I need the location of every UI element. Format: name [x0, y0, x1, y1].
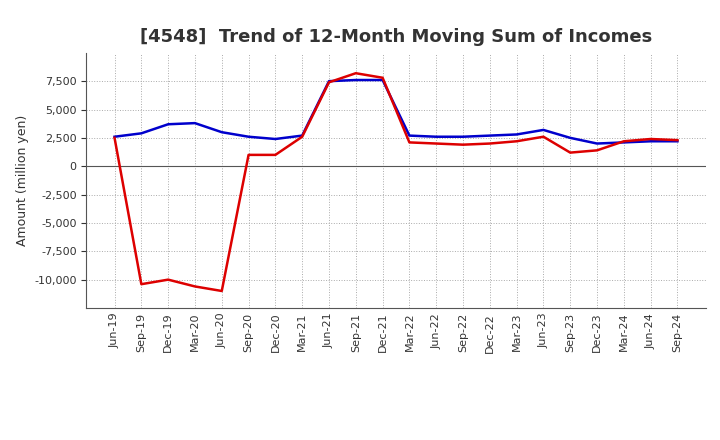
Ordinary Income [405, 133, 414, 138]
Net Income [164, 277, 173, 282]
Net Income [217, 288, 226, 293]
Net Income [673, 137, 682, 143]
Ordinary Income [325, 78, 333, 84]
Ordinary Income [110, 134, 119, 139]
Ordinary Income [217, 129, 226, 135]
Y-axis label: Amount (million yen): Amount (million yen) [16, 115, 29, 246]
Net Income [593, 148, 601, 153]
Net Income [271, 152, 279, 158]
Net Income [459, 142, 467, 147]
Ordinary Income [566, 135, 575, 140]
Net Income [378, 75, 387, 81]
Ordinary Income [191, 121, 199, 126]
Ordinary Income [378, 77, 387, 83]
Net Income [137, 282, 145, 287]
Net Income [191, 284, 199, 289]
Ordinary Income [351, 77, 360, 83]
Net Income [619, 139, 628, 144]
Net Income [539, 134, 548, 139]
Net Income [405, 140, 414, 145]
Net Income [485, 141, 494, 146]
Line: Net Income: Net Income [114, 73, 678, 291]
Ordinary Income [459, 134, 467, 139]
Ordinary Income [271, 136, 279, 142]
Net Income [110, 135, 119, 140]
Net Income [566, 150, 575, 155]
Net Income [432, 141, 441, 146]
Title: [4548]  Trend of 12-Month Moving Sum of Incomes: [4548] Trend of 12-Month Moving Sum of I… [140, 28, 652, 46]
Ordinary Income [164, 121, 173, 127]
Net Income [298, 134, 307, 139]
Net Income [351, 70, 360, 76]
Net Income [244, 152, 253, 158]
Ordinary Income [513, 132, 521, 137]
Line: Ordinary Income: Ordinary Income [114, 80, 678, 143]
Ordinary Income [244, 134, 253, 139]
Ordinary Income [539, 127, 548, 132]
Ordinary Income [432, 134, 441, 139]
Ordinary Income [593, 141, 601, 146]
Ordinary Income [647, 139, 655, 144]
Net Income [647, 136, 655, 142]
Ordinary Income [298, 133, 307, 138]
Ordinary Income [137, 131, 145, 136]
Ordinary Income [673, 139, 682, 144]
Net Income [325, 80, 333, 85]
Ordinary Income [619, 140, 628, 145]
Net Income [513, 139, 521, 144]
Ordinary Income [485, 133, 494, 138]
